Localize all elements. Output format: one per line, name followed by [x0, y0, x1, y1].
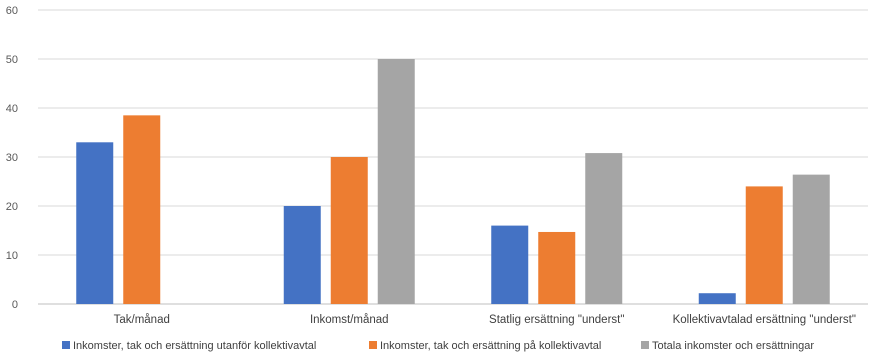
bar-series-1-cat-1 — [76, 142, 114, 304]
legend-swatch — [62, 341, 70, 349]
x-category-label: Kollektivavtalad ersättning "underst" — [673, 314, 856, 326]
y-tick-label: 30 — [6, 152, 18, 164]
x-category-label: Statlig ersättning "underst" — [489, 314, 624, 326]
bar-series-2-cat-1 — [123, 115, 161, 304]
y-tick-label: 0 — [12, 299, 18, 311]
bar-series-2-cat-4 — [745, 186, 783, 304]
legend-label: Totala inkomster och ersättningar — [652, 340, 814, 352]
gridlines — [38, 9, 868, 305]
bar-series-1-cat-2 — [283, 206, 321, 304]
y-tick-label: 60 — [6, 5, 18, 17]
bar-series-1-cat-3 — [491, 225, 529, 304]
legend: Inkomster, tak och ersättning utanför ko… — [62, 340, 814, 352]
x-axis-category-labels: Tak/månad Inkomst/månad Statlig ersättning… — [114, 314, 856, 326]
bar-series-3-cat-4 — [792, 174, 830, 304]
y-tick-label: 20 — [6, 201, 18, 213]
y-tick-label: 10 — [6, 250, 18, 262]
y-tick-label: 50 — [6, 54, 18, 66]
legend-swatch — [641, 341, 649, 349]
legend-label: Inkomster, tak och ersättning utanför ko… — [73, 340, 316, 352]
x-category-label: Inkomst/månad — [310, 314, 389, 326]
bar-series-3-cat-2 — [377, 59, 415, 304]
y-axis-ticks: 0 10 20 30 40 50 60 — [6, 5, 18, 311]
legend-swatch — [369, 341, 377, 349]
bar-series-2-cat-2 — [330, 157, 368, 304]
bar-series-2-cat-3 — [538, 231, 576, 304]
bars — [76, 59, 830, 304]
legend-label: Inkomster, tak och ersättning på kollekt… — [380, 340, 601, 352]
bar-series-3-cat-3 — [585, 153, 623, 304]
y-tick-label: 40 — [6, 103, 18, 115]
x-category-label: Tak/månad — [114, 314, 170, 326]
bar-series-1-cat-4 — [698, 293, 736, 304]
